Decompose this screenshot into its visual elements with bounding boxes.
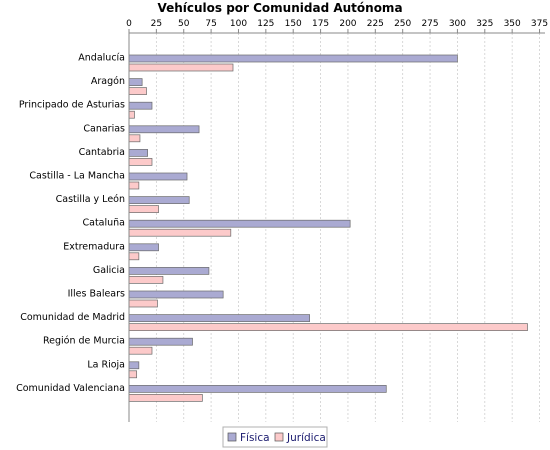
bar-juridica bbox=[128, 110, 135, 119]
category-label: Extremadura bbox=[63, 241, 125, 252]
bar-juridica bbox=[128, 346, 153, 355]
category-label: Castilla - La Mancha bbox=[29, 171, 125, 182]
category-label: Comunidad Valenciana bbox=[16, 383, 125, 394]
bar-juridica bbox=[128, 63, 234, 72]
bar-fisica bbox=[128, 361, 140, 370]
legend: Física Jurídica bbox=[222, 426, 328, 448]
bar-juridica bbox=[128, 323, 528, 331]
x-axis-ticks: 0 25 50 75 100 125 150 175 200 225 250 275 300 325 350… bbox=[126, 19, 548, 33]
category-label: Andalucía bbox=[78, 53, 125, 64]
bar-fisica bbox=[128, 385, 387, 393]
x-tick-label: 50 bbox=[178, 19, 190, 29]
x-tick-label: 100 bbox=[230, 19, 247, 29]
bar-fisica bbox=[128, 219, 351, 228]
category-label: Región de Murcia bbox=[43, 336, 125, 347]
bar-fisica bbox=[128, 54, 458, 63]
bar-fisica bbox=[128, 125, 200, 134]
x-tick-label: 75 bbox=[205, 19, 216, 29]
x-tick-label: 375 bbox=[531, 19, 548, 29]
category-label: Cataluña bbox=[82, 218, 125, 229]
category-label: Illes Balears bbox=[68, 289, 125, 300]
category-label: Principado de Asturias bbox=[19, 100, 125, 111]
bar-juridica bbox=[128, 228, 232, 237]
x-tick-label: 350 bbox=[504, 19, 521, 29]
bar-fisica bbox=[128, 267, 210, 275]
bar-juridica bbox=[128, 276, 164, 284]
x-tick-label: 225 bbox=[367, 19, 384, 29]
legend-label-juridica: Jurídica bbox=[286, 432, 326, 444]
bar-juridica bbox=[128, 134, 141, 143]
x-tick-label: 325 bbox=[476, 19, 493, 29]
x-tick-label: 150 bbox=[285, 19, 302, 29]
category-label: Canarias bbox=[83, 123, 125, 134]
bar-fisica bbox=[128, 149, 148, 157]
bar-fisica bbox=[128, 337, 193, 346]
x-tick-label: 200 bbox=[339, 19, 356, 29]
x-tick-label: 175 bbox=[312, 19, 329, 29]
x-tick-label: 250 bbox=[394, 19, 411, 29]
bar-fisica bbox=[128, 78, 143, 86]
x-tick-label: 25 bbox=[151, 19, 162, 29]
bar-juridica bbox=[128, 252, 140, 261]
category-label: Castilla y León bbox=[56, 194, 125, 205]
bar-juridica bbox=[128, 370, 138, 379]
category-label: Aragón bbox=[91, 76, 125, 87]
x-tick-label: 275 bbox=[421, 19, 438, 29]
category-label: Galicia bbox=[93, 265, 125, 276]
category-labels: Andalucía Aragón Principado de Asturias Can… bbox=[16, 53, 125, 394]
bars bbox=[128, 54, 528, 402]
bar-fisica bbox=[128, 196, 190, 204]
bar-fisica bbox=[128, 314, 310, 322]
bar-fisica bbox=[128, 172, 188, 181]
x-tick-label: 0 bbox=[126, 19, 132, 29]
bar-juridica bbox=[128, 181, 140, 190]
bar-juridica bbox=[128, 87, 147, 95]
legend-swatch-juridica bbox=[274, 432, 284, 442]
x-tick-label: 125 bbox=[257, 19, 274, 29]
grid-lines bbox=[155, 33, 540, 422]
legend-swatch-fisica bbox=[227, 432, 237, 442]
category-label: Comunidad de Madrid bbox=[20, 312, 125, 323]
bar-juridica bbox=[128, 205, 159, 213]
bar-juridica bbox=[128, 158, 153, 166]
bar-fisica bbox=[128, 101, 153, 110]
chart-title: Vehículos por Comunidad Autónoma bbox=[157, 1, 402, 15]
bar-juridica bbox=[128, 299, 158, 308]
bar-fisica bbox=[128, 243, 159, 252]
bar-juridica bbox=[128, 394, 203, 402]
legend-label-fisica: Física bbox=[240, 432, 270, 444]
x-tick-label: 300 bbox=[449, 19, 466, 29]
bar-fisica bbox=[128, 290, 224, 299]
category-label: Cantabria bbox=[79, 147, 125, 158]
category-label: La Rioja bbox=[87, 359, 125, 370]
